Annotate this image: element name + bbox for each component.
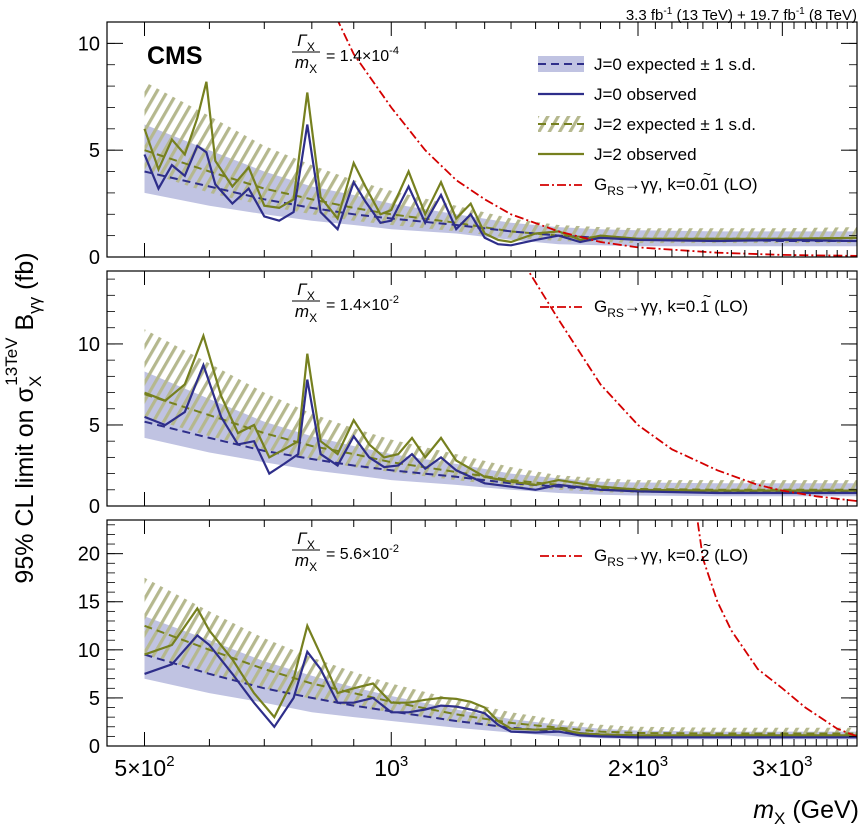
legend-j0-expected-swatch — [538, 56, 584, 72]
graviton-curve — [337, 22, 857, 257]
x-tick-label: 2×103 — [608, 753, 668, 781]
j0-observed-line — [143, 124, 857, 247]
j2-expected-line — [144, 393, 857, 491]
j2-expected-line — [144, 624, 857, 735]
graviton-legend-label: GRS→γγ, k=0.2 (LO) — [594, 546, 748, 569]
graviton-curve — [527, 271, 857, 502]
graviton-legend-label: GRS→γγ, k=0.01 (LO) — [594, 175, 758, 198]
plot-area — [143, 22, 857, 257]
y-tick-label: 5 — [89, 140, 100, 162]
width-numerator: ΓX — [297, 529, 315, 552]
j2-expected-band — [144, 81, 857, 244]
y-tick-label: 10 — [78, 334, 100, 356]
j0-expected-band — [144, 371, 857, 497]
width-numerator: ΓX — [297, 31, 315, 54]
panel-frame — [106, 270, 858, 507]
x-tick-label: 3×103 — [752, 753, 812, 781]
swatch-band — [538, 116, 584, 132]
width-denominator: mX — [295, 53, 317, 76]
y-tick-label: 5 — [89, 415, 100, 437]
panel-frame — [106, 21, 858, 258]
legend-j0-expected-label: J=0 expected ± 1 s.d. — [594, 55, 756, 74]
x-tick-label: 5×102 — [114, 753, 174, 781]
legend-j2-observed-label: J=2 observed — [594, 145, 697, 164]
k-tilde: ~ — [703, 537, 711, 553]
legend-j0-observed-label: J=0 observed — [594, 85, 697, 104]
width-denominator: mX — [295, 551, 317, 574]
y-tick-label: 10 — [78, 33, 100, 55]
graviton-curve — [696, 520, 857, 738]
x-axis-label: mX (GeV) — [753, 796, 859, 828]
legend-j2-expected-swatch — [538, 116, 584, 132]
plot-area — [144, 520, 857, 740]
width-value: = 5.6×10-2 — [326, 543, 399, 563]
y-tick-label: 15 — [78, 592, 100, 614]
j2-observed-line — [143, 81, 857, 244]
j0-observed-line — [144, 633, 857, 739]
y-tick-label: 0 — [89, 496, 100, 518]
j2-observed-line — [144, 606, 857, 737]
width-value: = 1.4×10-4 — [326, 45, 399, 65]
panel-frame — [106, 519, 858, 747]
y-tick-label: 0 — [89, 736, 100, 758]
y-tick-label: 20 — [78, 544, 100, 566]
j2-observed-line — [144, 332, 857, 492]
y-tick-label: 5 — [89, 688, 100, 710]
j2-expected-band — [144, 577, 857, 737]
graviton-legend-label: GRS→γγ, k=0.1 (LO) — [594, 297, 748, 320]
width-denominator: mX — [295, 302, 317, 325]
j0-observed-line — [144, 361, 857, 495]
j0-expected-band — [144, 616, 857, 740]
swatch-band — [538, 56, 584, 72]
k-tilde: ~ — [703, 288, 711, 304]
k-tilde: ~ — [703, 166, 711, 182]
y-axis-label: 95% CL limit on σX13TeV Bγγ (fb) — [2, 252, 45, 583]
width-numerator: ΓX — [297, 280, 315, 303]
j2-expected-band — [144, 329, 857, 493]
plot-area — [144, 271, 857, 502]
j0-expected-line — [144, 653, 857, 738]
lumi-header: 3.3 fb-1 (13 TeV) + 19.7 fb-1 (8 TeV) — [626, 6, 857, 24]
legend-j2-expected-label: J=2 expected ± 1 s.d. — [594, 115, 756, 134]
x-tick-label: 103 — [374, 753, 408, 781]
y-tick-label: 0 — [89, 247, 100, 269]
width-value: = 1.4×10-2 — [326, 294, 399, 314]
j2-expected-line — [144, 149, 857, 240]
cms-label: CMS — [147, 42, 203, 70]
y-tick-label: 10 — [78, 640, 100, 662]
